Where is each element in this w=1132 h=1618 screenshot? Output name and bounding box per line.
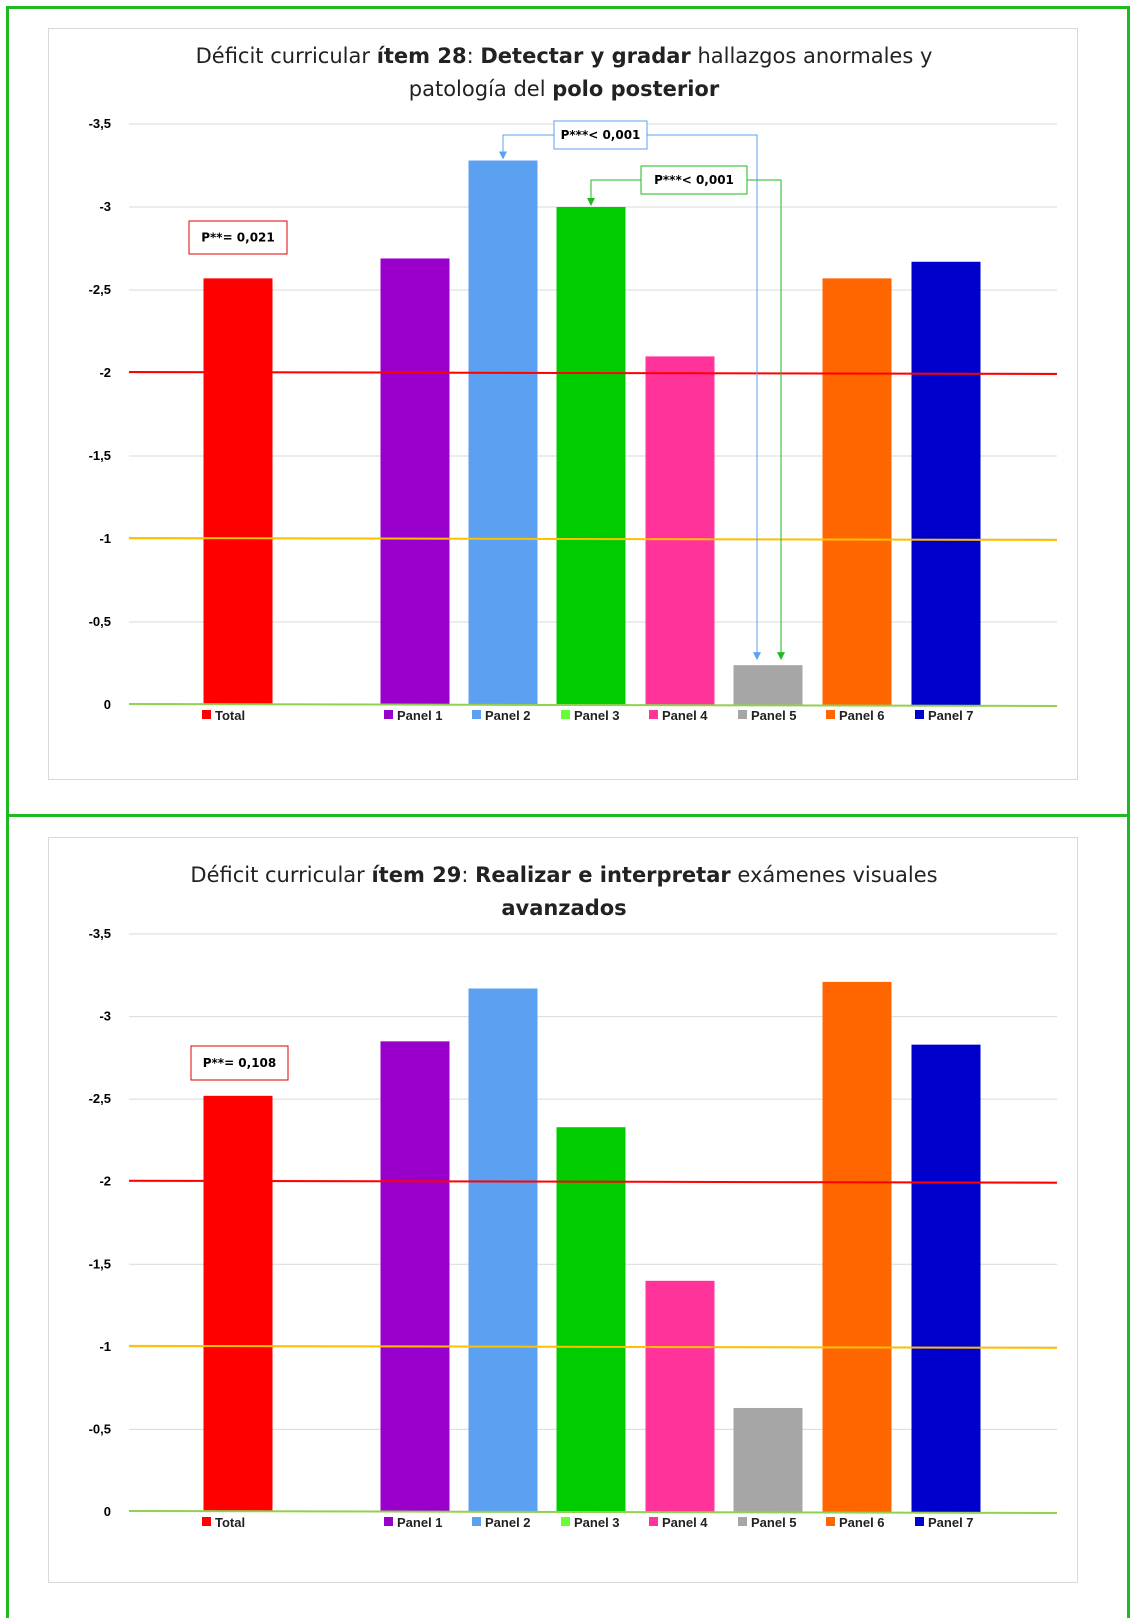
bracket-left: [502, 134, 554, 152]
y-tick-label: -2,5: [89, 1091, 111, 1106]
legend-label: Panel 5: [751, 1515, 797, 1530]
bar-panel-7: [911, 1044, 981, 1512]
legend-swatch: [826, 710, 835, 719]
annotation-box: [188, 220, 288, 255]
bar-panel-2: [468, 988, 538, 1512]
bar-panel-7: [911, 261, 981, 705]
reference-line: [128, 1344, 1058, 1349]
legend-label: Panel 2: [485, 708, 531, 723]
bar-panel-3: [556, 1127, 626, 1512]
legend-swatch: [202, 1517, 211, 1526]
annotation-label: P**= 0,108: [203, 1056, 277, 1070]
bar-total: [203, 278, 273, 705]
reference-line: [128, 1510, 1058, 1514]
arrowhead: [587, 198, 595, 206]
legend-swatch: [826, 1517, 835, 1526]
bar-panel-6: [822, 981, 892, 1512]
reference-line: [128, 1179, 1058, 1184]
y-tick-label: -2: [99, 1174, 111, 1189]
legend-label: Total: [215, 1515, 245, 1530]
legend-swatch: [384, 1517, 393, 1526]
bar-panel-4: [645, 1280, 715, 1512]
legend-swatch: [561, 710, 570, 719]
y-tick-label: 0: [104, 697, 111, 712]
chart-title-line: Déficit curricular ítem 29: Realizar e i…: [190, 863, 937, 887]
legend-label: Panel 5: [751, 708, 797, 723]
arrowhead: [753, 652, 761, 661]
bar-panel-1: [380, 1041, 450, 1512]
legend-label: Panel 4: [662, 1515, 708, 1530]
bar-panel-5: [733, 1407, 803, 1512]
legend-label: Panel 4: [662, 708, 708, 723]
bar-panel-2: [468, 160, 538, 705]
bar-panel-1: [380, 258, 450, 705]
y-tick-label: -1,5: [89, 1256, 111, 1271]
legend-swatch: [649, 710, 658, 719]
bar-panel-5: [733, 665, 803, 705]
bar-chart-item-28: Déficit curricular ítem 28: Detectar y g…: [89, 44, 1058, 723]
y-tick-label: -1: [99, 531, 111, 546]
chart-area-item-28: Déficit curricular ítem 28: Detectar y g…: [48, 28, 1078, 780]
bar-chart-item-29: Déficit curricular ítem 29: Realizar e i…: [89, 863, 1058, 1530]
y-tick-label: -1: [99, 1339, 111, 1354]
legend-swatch: [384, 710, 393, 719]
y-tick-label: -3: [99, 199, 111, 214]
legend-label: Panel 6: [839, 1515, 885, 1530]
legend-swatch: [915, 1517, 924, 1526]
legend-label: Panel 1: [397, 1515, 443, 1530]
bracket-right: [747, 179, 782, 653]
arrowhead: [499, 151, 507, 160]
annotation-label: P***< 0,001: [561, 128, 641, 142]
bracket-right: [647, 134, 758, 653]
annotation-label: P**= 0,021: [201, 231, 275, 245]
y-tick-label: -2: [99, 365, 111, 380]
y-tick-label: -3: [99, 1009, 111, 1024]
legend-label: Total: [215, 708, 245, 723]
legend-label: Panel 3: [574, 708, 620, 723]
legend-swatch: [738, 1517, 747, 1526]
legend-label: Panel 7: [928, 1515, 974, 1530]
y-tick-label: -2,5: [89, 282, 111, 297]
y-tick-label: -0,5: [89, 1421, 111, 1436]
legend-swatch: [202, 710, 211, 719]
bar-panel-4: [645, 356, 715, 705]
chart-title-line: patología del polo posterior: [409, 77, 720, 101]
bar-panel-3: [556, 207, 626, 705]
bar-panel-6: [822, 278, 892, 705]
legend-label: Panel 1: [397, 708, 443, 723]
y-tick-label: -1,5: [89, 448, 111, 463]
chart-title-line: avanzados: [501, 896, 626, 920]
y-tick-label: -3,5: [89, 116, 111, 131]
chart-frame-item-29: Déficit curricular ítem 29: Realizar e i…: [6, 814, 1130, 1618]
y-tick-label: -0,5: [89, 614, 111, 629]
legend-label: Panel 6: [839, 708, 885, 723]
legend-swatch: [472, 1517, 481, 1526]
legend-swatch: [915, 710, 924, 719]
chart-area-item-29: Déficit curricular ítem 29: Realizar e i…: [48, 837, 1078, 1583]
arrowhead: [777, 652, 785, 661]
y-tick-label: -3,5: [89, 926, 111, 941]
bar-total: [203, 1095, 273, 1512]
annotation-label: P***< 0,001: [654, 173, 734, 187]
legend-swatch: [738, 710, 747, 719]
legend-swatch: [472, 710, 481, 719]
reference-line: [128, 371, 1058, 375]
annotation-box: [190, 1045, 289, 1081]
bracket-left: [590, 179, 641, 198]
legend-label: Panel 3: [574, 1515, 620, 1530]
legend-swatch: [649, 1517, 658, 1526]
chart-title-line: Déficit curricular ítem 28: Detectar y g…: [196, 44, 933, 68]
reference-line: [128, 703, 1058, 707]
reference-line: [128, 537, 1058, 541]
legend-swatch: [561, 1517, 570, 1526]
legend-label: Panel 2: [485, 1515, 531, 1530]
y-tick-label: 0: [104, 1504, 111, 1519]
legend-label: Panel 7: [928, 708, 974, 723]
chart-frame-item-28: Déficit curricular ítem 28: Detectar y g…: [6, 6, 1130, 816]
